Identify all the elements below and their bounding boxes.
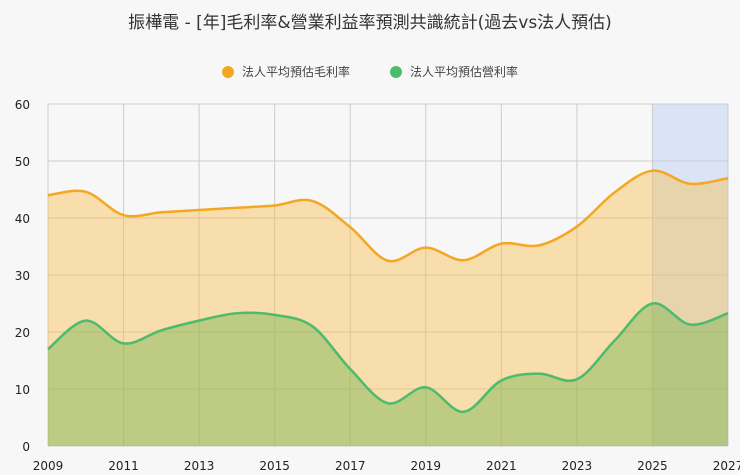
svg-text:10: 10: [15, 383, 30, 397]
legend-label: 法人平均預估毛利率: [241, 65, 350, 79]
legend-dot-icon: [390, 65, 402, 78]
svg-text:50: 50: [15, 155, 30, 169]
svg-text:0: 0: [22, 440, 30, 454]
series-line: [47, 169, 729, 263]
legend-dot-icon: [221, 65, 234, 78]
svg-text:2025: 2025: [637, 459, 668, 473]
svg-text:2023: 2023: [562, 459, 593, 473]
svg-text:2013: 2013: [184, 459, 215, 473]
legend-label: 法人平均預估營利率: [410, 65, 519, 79]
svg-text:2027: 2027: [713, 459, 740, 473]
series-line: [47, 302, 729, 414]
svg-text:2017: 2017: [335, 459, 366, 473]
svg-text:2015: 2015: [259, 459, 290, 473]
svg-text:60: 60: [15, 98, 30, 112]
svg-text:30: 30: [15, 269, 30, 283]
svg-text:2021: 2021: [486, 459, 517, 473]
legend-item-operating-margin[interactable]: 法人平均預估營利率: [390, 63, 518, 80]
svg-text:40: 40: [15, 212, 30, 226]
chart-title: 振樺電 - [年]毛利率&營業利益率預測共識統計(過去vs法人預估): [128, 13, 612, 33]
svg-text:2011: 2011: [108, 459, 139, 473]
legend: 法人平均預估毛利率 法人平均預估營利率: [0, 63, 740, 80]
svg-text:20: 20: [15, 326, 30, 340]
svg-text:2009: 2009: [33, 459, 64, 473]
legend-item-gross-margin[interactable]: 法人平均預估毛利率: [221, 63, 350, 80]
svg-text:2019: 2019: [411, 459, 442, 473]
